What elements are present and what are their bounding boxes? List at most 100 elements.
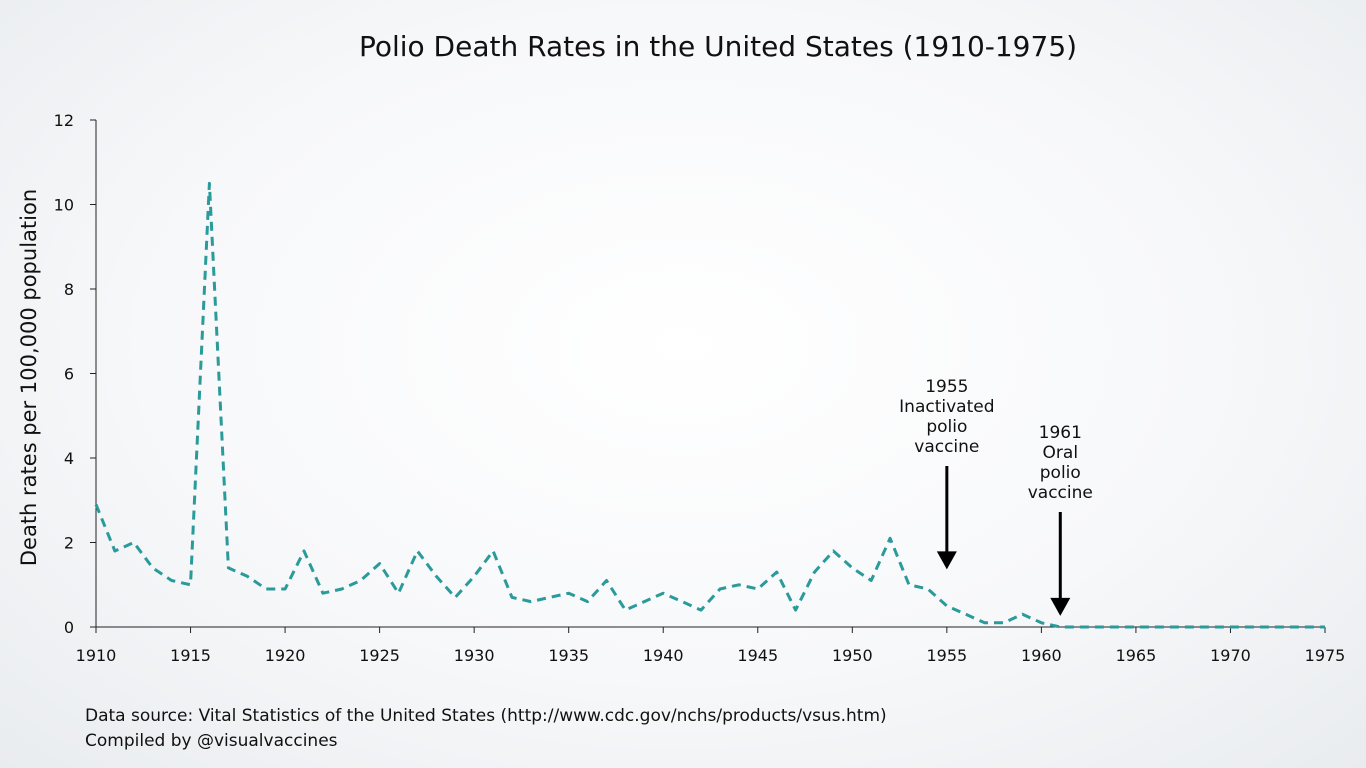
data-point: [870, 579, 873, 582]
x-tick-label: 1940: [643, 646, 684, 665]
x-tick-label: 1915: [170, 646, 211, 665]
annotation-line: 1961: [1039, 423, 1082, 443]
data-point: [473, 575, 476, 578]
annotation-label: 1955 Inactivated polio vaccine: [899, 377, 994, 457]
data-point: [586, 600, 589, 603]
x-tick-label: 1925: [359, 646, 400, 665]
x-tick-label: 1945: [737, 646, 778, 665]
data-point: [889, 537, 892, 540]
chart-title: Polio Death Rates in the United States (…: [358, 30, 1078, 63]
data-point: [340, 587, 343, 590]
data-source-note: Data source: Vital Statistics of the Uni…: [85, 706, 887, 726]
data-point: [926, 587, 929, 590]
x-tick-label: 1950: [832, 646, 873, 665]
data-point: [964, 613, 967, 616]
data-point: [1324, 626, 1327, 629]
annotation-line: polio: [926, 417, 967, 437]
y-tick-label: 12: [54, 111, 74, 130]
data-point: [227, 566, 230, 569]
annotation-line: 1955: [925, 377, 968, 397]
data-point: [756, 587, 759, 590]
data-point: [662, 592, 665, 595]
data-point: [1040, 621, 1043, 624]
data-point: [151, 566, 154, 569]
data-point: [359, 579, 362, 582]
annotation-arrow-head: [1050, 597, 1071, 616]
y-tick-label: 10: [54, 196, 74, 215]
data-point: [132, 541, 135, 544]
data-point: [605, 579, 608, 582]
series-line-0: [94, 181, 1325, 629]
data-point: [1078, 626, 1081, 629]
data-point: [1153, 626, 1156, 629]
data-point: [851, 566, 854, 569]
data-point: [567, 592, 570, 595]
data-point: [643, 600, 646, 603]
data-point: [246, 575, 249, 578]
data-point: [775, 571, 778, 574]
data-point: [1248, 626, 1251, 629]
data-point: [397, 592, 400, 595]
data-point: [208, 182, 211, 185]
x-tick-label: 1955: [926, 646, 967, 665]
data-point: [302, 549, 305, 552]
x-tick-label: 1930: [454, 646, 495, 665]
annotation-line: Oral: [1043, 443, 1079, 463]
data-point: [548, 596, 551, 599]
y-tick-label: 2: [64, 534, 74, 553]
y-tick-label: 6: [64, 365, 74, 384]
data-point: [832, 549, 835, 552]
data-point: [718, 587, 721, 590]
data-point: [113, 549, 116, 552]
x-tick-label: 1910: [76, 646, 117, 665]
data-point: [908, 583, 911, 586]
x-tick-label: 1920: [265, 646, 306, 665]
data-point: [1134, 626, 1137, 629]
annotation-line: vaccine: [914, 437, 979, 457]
data-point: [1002, 621, 1005, 624]
data-point: [265, 587, 268, 590]
data-point: [378, 562, 381, 565]
x-tick-label: 1960: [1021, 646, 1062, 665]
data-point: [416, 549, 419, 552]
annotation-line: polio: [1040, 463, 1081, 483]
data-point: [529, 600, 532, 603]
data-point: [1229, 626, 1232, 629]
data-point: [321, 592, 324, 595]
data-point: [700, 609, 703, 612]
data-point: [510, 596, 513, 599]
data-point: [1286, 626, 1289, 629]
data-point: [1210, 626, 1213, 629]
x-tick-label: 1935: [548, 646, 589, 665]
annotation-line: vaccine: [1028, 483, 1093, 503]
data-point: [1191, 626, 1194, 629]
data-point: [737, 583, 740, 586]
data-point: [492, 549, 495, 552]
x-tick-label: 1975: [1305, 646, 1346, 665]
data-point: [454, 596, 457, 599]
annotation-line: Inactivated: [899, 397, 994, 417]
data-point: [1267, 626, 1270, 629]
x-tick-label: 1970: [1210, 646, 1251, 665]
data-point: [1116, 626, 1119, 629]
data-point: [624, 609, 627, 612]
y-tick-label: 4: [64, 449, 74, 468]
x-tick-label: 1965: [1116, 646, 1157, 665]
data-point: [95, 503, 98, 506]
data-point: [170, 579, 173, 582]
data-point: [284, 587, 287, 590]
data-point: [983, 621, 986, 624]
annotation-label: 1961 Oral polio vaccine: [1028, 423, 1093, 503]
data-point: [945, 604, 948, 607]
data-point: [1021, 613, 1024, 616]
footer: Data source: Vital Statistics of the Uni…: [85, 704, 887, 754]
data-point: [1305, 626, 1308, 629]
credit-note: Compiled by @visualvaccines: [85, 731, 338, 751]
data-point: [435, 575, 438, 578]
data-point: [813, 571, 816, 574]
data-point: [189, 583, 192, 586]
y-tick-label: 0: [64, 618, 74, 637]
data-point: [1059, 626, 1062, 629]
data-point: [1172, 626, 1175, 629]
